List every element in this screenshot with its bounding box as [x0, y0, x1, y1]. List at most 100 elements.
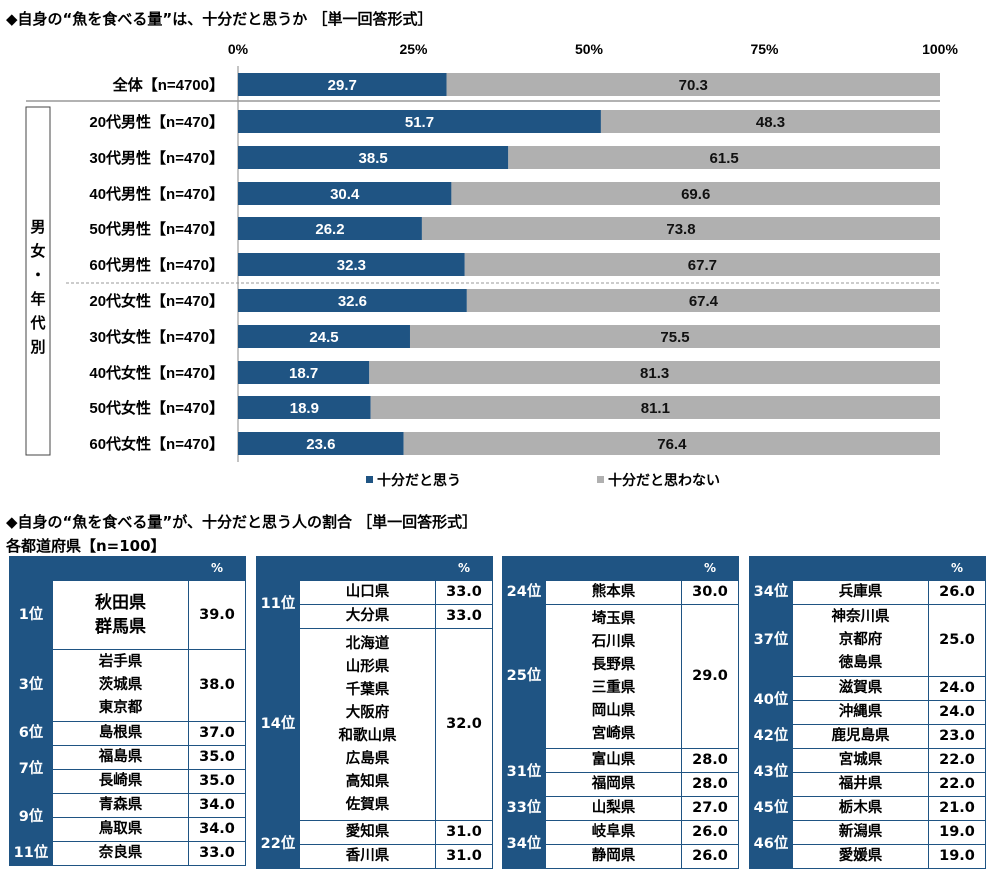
prefecture-name: 埼玉県: [591, 610, 636, 627]
prefecture-name: 京都府: [838, 632, 883, 648]
bar-no-label: 73.8: [666, 221, 695, 238]
category-label: 60代女性【n=470】: [89, 435, 224, 453]
value-cell: 32.0: [435, 628, 493, 821]
rank-cell: 46位: [749, 820, 793, 869]
value-cell: 23.0: [928, 724, 986, 749]
bar-yes: [238, 325, 410, 348]
header-cell: [52, 556, 189, 581]
prefecture-cell: 秋田県 群馬県: [52, 580, 189, 650]
rank-cell: 31位: [502, 748, 546, 797]
prefecture-name: 広島県: [345, 750, 390, 767]
category-label: 50代女性【n=470】: [89, 399, 224, 417]
prefecture-name: 熊本県: [591, 584, 636, 600]
bar-no-label: 67.4: [689, 293, 719, 310]
value-cell: 24.0: [928, 700, 986, 725]
bar-yes-label: 18.7: [289, 365, 318, 382]
value-cell: 37.0: [188, 721, 246, 746]
bar-yes-label: 24.5: [309, 329, 338, 346]
ranking-table: % 1位 秋田県 群馬県 39.0 3位 岩手県 茨城県 東京都 38.0 6位 島根県 37.0 7位福…: [9, 556, 246, 866]
x-tick-label: 50%: [575, 41, 604, 57]
prefecture-cell: 鹿児島県: [792, 724, 929, 749]
category-label: 50代男性【n=470】: [89, 220, 224, 238]
bar-yes: [238, 73, 447, 96]
value-cell: 30.0: [681, 580, 739, 605]
category-label: 30代女性【n=470】: [89, 328, 224, 346]
prefecture-cell: 愛知県: [299, 820, 436, 845]
header-percent: %: [188, 556, 246, 581]
value-cell: 27.0: [681, 796, 739, 821]
prefecture-name: 長野県: [591, 656, 636, 673]
prefecture-cell: 神奈川県京都府徳島県: [792, 604, 929, 677]
prefecture-cell: 奈良県: [52, 841, 189, 866]
prefecture-cell: 山梨県: [545, 796, 682, 821]
header-cell: [749, 556, 793, 581]
x-tick-label: 100%: [922, 41, 958, 57]
rank-cell: 45位: [749, 796, 793, 821]
rank-cell: 25位: [502, 604, 546, 749]
rank-cell: 34位: [749, 580, 793, 605]
value-cell: 22.0: [928, 772, 986, 797]
legend-swatch: [597, 476, 604, 483]
bar-no-label: 81.1: [641, 400, 670, 417]
table-title: ◆自身の“魚を食べる量”が、十分だと思う人の割合 ［単一回答形式］: [6, 513, 478, 531]
value-cell: 28.0: [681, 772, 739, 797]
prefecture-cell: 島根県: [52, 721, 189, 746]
ranking-table: % 24位 熊本県 30.0 25位 埼玉県 石川県 長野県 三重県 岡山県 宮崎県 29.0 31位富…: [502, 556, 739, 869]
bar-no: [466, 289, 940, 312]
group-box: [25, 106, 51, 456]
category-label: 全体【n=4700】: [112, 76, 224, 94]
rank-cell: 1位: [9, 580, 53, 650]
value-cell: 33.0: [435, 604, 493, 629]
bar-no-label: 67.7: [688, 257, 717, 274]
rank-cell: 34位: [502, 820, 546, 869]
prefecture-name: 奈良県: [98, 845, 143, 861]
legend-label: 十分だと思わない: [608, 472, 720, 488]
bar-no: [403, 432, 940, 455]
bar-no: [370, 396, 941, 419]
group-label-char: 年: [30, 290, 45, 308]
rank-cell: 22位: [256, 820, 300, 869]
prefecture-name: 神奈川県: [831, 609, 890, 625]
value-cell: 39.0: [188, 580, 246, 650]
prefecture-cell: 宮城県: [792, 748, 929, 773]
prefecture-cell: 新潟県: [792, 820, 929, 845]
value-cell: 35.0: [188, 769, 246, 794]
header-cell: [502, 556, 546, 581]
bar-yes-label: 38.5: [359, 150, 388, 167]
header-cell: [792, 556, 929, 581]
bar-yes: [238, 253, 465, 276]
prefecture-cell: 福岡県: [545, 772, 682, 797]
rank-cell: 14位: [256, 628, 300, 821]
prefecture-name: 大阪府: [345, 704, 390, 721]
bar-yes: [238, 146, 509, 169]
value-cell: 21.0: [928, 796, 986, 821]
bar-yes: [238, 217, 422, 240]
bar-no-label: 48.3: [756, 114, 785, 131]
prefecture-name: 石川県: [591, 633, 636, 650]
prefecture-name: 兵庫県: [838, 584, 883, 600]
prefecture-name: 群馬県: [95, 617, 146, 637]
prefecture-cell: 鳥取県: [52, 817, 189, 842]
prefecture-name: 鹿児島県: [831, 728, 890, 744]
rank-cell: 37位: [749, 604, 793, 677]
bar-no: [451, 182, 940, 205]
prefecture-name: 徳島県: [838, 655, 883, 671]
value-cell: 29.0: [681, 604, 739, 749]
bar-yes: [238, 396, 371, 419]
bar-no: [446, 73, 940, 96]
x-tick-label: 75%: [750, 41, 779, 57]
value-cell: 26.0: [681, 820, 739, 845]
prefecture-cell: 山口県: [299, 580, 436, 605]
category-label: 40代男性【n=470】: [89, 185, 224, 203]
value-cell: 26.0: [928, 580, 986, 605]
value-cell: 25.0: [928, 604, 986, 677]
header-cell: [299, 556, 436, 581]
prefecture-cell: 長崎県: [52, 769, 189, 794]
value-cell: 35.0: [188, 745, 246, 770]
prefecture-name: 宮崎県: [591, 725, 636, 742]
header-cell: [545, 556, 682, 581]
bar-yes-label: 51.7: [405, 114, 434, 131]
rank-cell: 33位: [502, 796, 546, 821]
prefecture-cell: 岩手県 茨城県 東京都: [52, 649, 189, 722]
prefecture-cell: 岐阜県: [545, 820, 682, 845]
